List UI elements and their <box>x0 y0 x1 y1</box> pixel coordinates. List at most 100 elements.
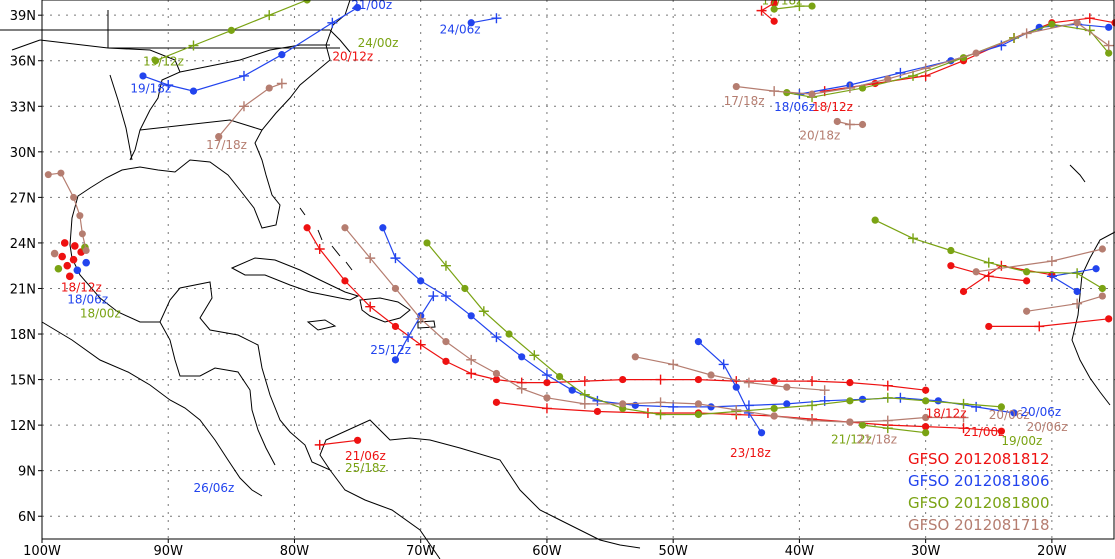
track-point <box>707 371 715 379</box>
track-line <box>988 318 1109 327</box>
track-point <box>54 264 63 273</box>
track-cross <box>529 350 540 361</box>
track-cross <box>844 119 855 130</box>
track-point <box>694 400 703 408</box>
track-point <box>631 353 639 361</box>
track-cross <box>908 233 919 244</box>
track-time-label: 24/06z <box>440 22 481 36</box>
y-tick-label: 9N <box>18 465 36 480</box>
track-line <box>976 248 1103 273</box>
track-cross <box>958 398 969 409</box>
track-point <box>1098 245 1106 253</box>
track-point <box>846 418 854 426</box>
track-cross <box>466 354 477 365</box>
track-cross <box>743 377 754 388</box>
track-time-label: 20/18z <box>799 129 840 143</box>
track-point <box>139 72 147 80</box>
track-time-label: 18/00z <box>80 306 121 320</box>
track-point <box>959 287 968 296</box>
y-tick-label: 18N <box>10 328 36 343</box>
track-cross <box>466 368 477 379</box>
track-point <box>808 90 816 98</box>
track-point <box>417 277 425 285</box>
track-point <box>770 0 778 7</box>
track-line <box>319 439 358 446</box>
track-point <box>303 0 311 4</box>
track-point <box>353 3 362 12</box>
track-point <box>808 2 816 10</box>
track-point <box>846 379 854 387</box>
track-cross <box>365 253 376 264</box>
track-point <box>593 407 602 416</box>
track-point <box>341 277 349 285</box>
track-cross <box>365 301 376 312</box>
track-cross <box>668 359 679 370</box>
x-tick-label: 60W <box>532 544 562 559</box>
track-cross <box>264 10 275 21</box>
track-cross <box>491 13 502 24</box>
track-cross <box>541 370 552 381</box>
track-cross <box>327 17 338 28</box>
track-cross <box>807 415 818 426</box>
y-tick-label: 15N <box>10 374 36 389</box>
track-time-label: 23/18z <box>730 446 771 460</box>
track-cross <box>958 423 969 434</box>
track-point <box>492 398 501 406</box>
track-cross <box>1084 13 1095 24</box>
track-time-label: 20/06z <box>1020 405 1061 419</box>
track-cross <box>655 409 666 420</box>
track-cross <box>882 392 893 403</box>
track-point <box>1092 265 1100 273</box>
track-point <box>353 436 362 444</box>
y-tick-label: 12N <box>10 419 36 434</box>
track-time-label: 21/06z <box>345 449 386 463</box>
track-point <box>71 242 79 250</box>
track-cross <box>579 398 590 409</box>
track-point <box>518 353 526 361</box>
track-point <box>1023 307 1031 315</box>
track-point <box>997 427 1005 435</box>
track-point <box>379 224 387 232</box>
track-point <box>73 266 82 275</box>
track-cross <box>314 244 325 255</box>
track-point <box>461 284 469 293</box>
y-tick-label: 36N <box>10 55 36 70</box>
legend-entry: GFSO 2012081812 <box>908 450 1050 468</box>
track-cross <box>440 291 451 302</box>
track-line <box>394 295 434 361</box>
y-tick-label: 39N <box>10 9 36 24</box>
track-time-label: 19/12z <box>143 54 184 68</box>
x-tick-label: 20W <box>1037 544 1067 559</box>
track-point <box>60 239 69 247</box>
track-cross <box>579 389 590 400</box>
track-cross <box>794 1 805 12</box>
track-line <box>736 22 1110 95</box>
track-point <box>757 429 766 437</box>
track-point <box>492 369 501 378</box>
track-cross <box>238 70 249 81</box>
map-frame <box>41 0 1115 540</box>
track-cross <box>996 40 1007 51</box>
track-time-label: 21/00z <box>351 0 392 12</box>
track-point <box>619 400 627 408</box>
track-point <box>82 258 90 267</box>
track-cross <box>403 332 414 343</box>
track-point <box>770 17 778 25</box>
track-cross <box>1046 256 1057 267</box>
track-point <box>694 375 703 384</box>
track-time-label: 17/18z <box>206 138 247 152</box>
legend-entry: GFSO 2012081718 <box>908 516 1050 534</box>
track-cross <box>541 403 552 414</box>
track-time-label: 18/12z <box>61 281 102 295</box>
track-point <box>858 120 867 129</box>
track-cross <box>655 374 666 385</box>
track-point <box>922 397 930 405</box>
track-line <box>697 341 763 434</box>
y-tick-label: 24N <box>10 237 36 252</box>
track-cross <box>807 400 818 411</box>
track-point <box>50 249 59 258</box>
track-point <box>63 261 72 270</box>
track-point <box>543 379 551 387</box>
